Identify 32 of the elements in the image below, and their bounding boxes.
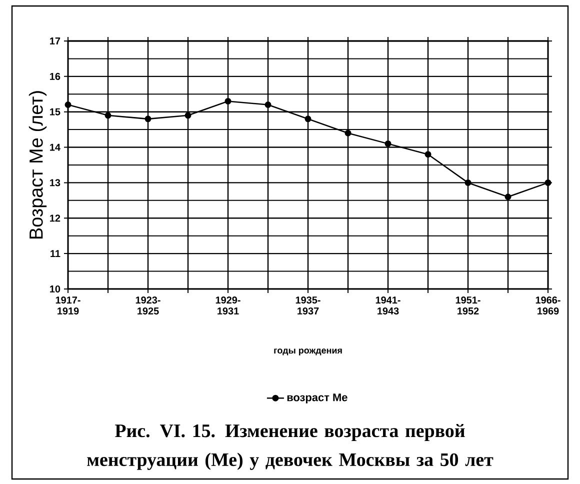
point [304, 116, 312, 122]
point [264, 102, 272, 108]
point [144, 116, 152, 122]
y-tick-label: 15 [50, 108, 60, 116]
x-tick-label: 1923-1925 [136, 296, 160, 315]
point [384, 140, 392, 147]
y-tick-label: 16 [50, 72, 60, 80]
point [104, 112, 112, 119]
x-tick-label: 1935-1937 [296, 296, 320, 315]
x-tick-label: 1929-1931 [216, 296, 240, 315]
x-axis-title: годы рождения [274, 348, 342, 356]
point [64, 102, 72, 108]
text: Рис. VI. 15. Изменение возраста первой менструации (Ме) у девочек Москвы за 50 лет [87, 424, 494, 470]
legend-label: возраст Ме [287, 394, 348, 404]
y-tick-label: 12 [50, 214, 60, 222]
y-axis-title: Возраст Ме (лет) [28, 91, 47, 238]
x-tick-label: 1966-1969 [536, 296, 560, 315]
point [224, 98, 232, 104]
y-tick-label: 17 [50, 38, 60, 44]
point [464, 179, 472, 186]
point [184, 112, 192, 119]
x-tick-label: 1941-1943 [376, 296, 400, 315]
y-tick-label: 13 [50, 179, 60, 186]
point [544, 179, 552, 186]
point [504, 194, 512, 200]
y-tick-label: 10 [50, 285, 60, 293]
y-tick-label: 11 [50, 250, 60, 257]
point [424, 151, 432, 158]
point [344, 130, 352, 136]
x-tick-label: 1917-1919 [56, 296, 80, 315]
x-tick-label: 1951-1952 [456, 296, 480, 315]
y-tick-label: 14 [50, 144, 60, 151]
